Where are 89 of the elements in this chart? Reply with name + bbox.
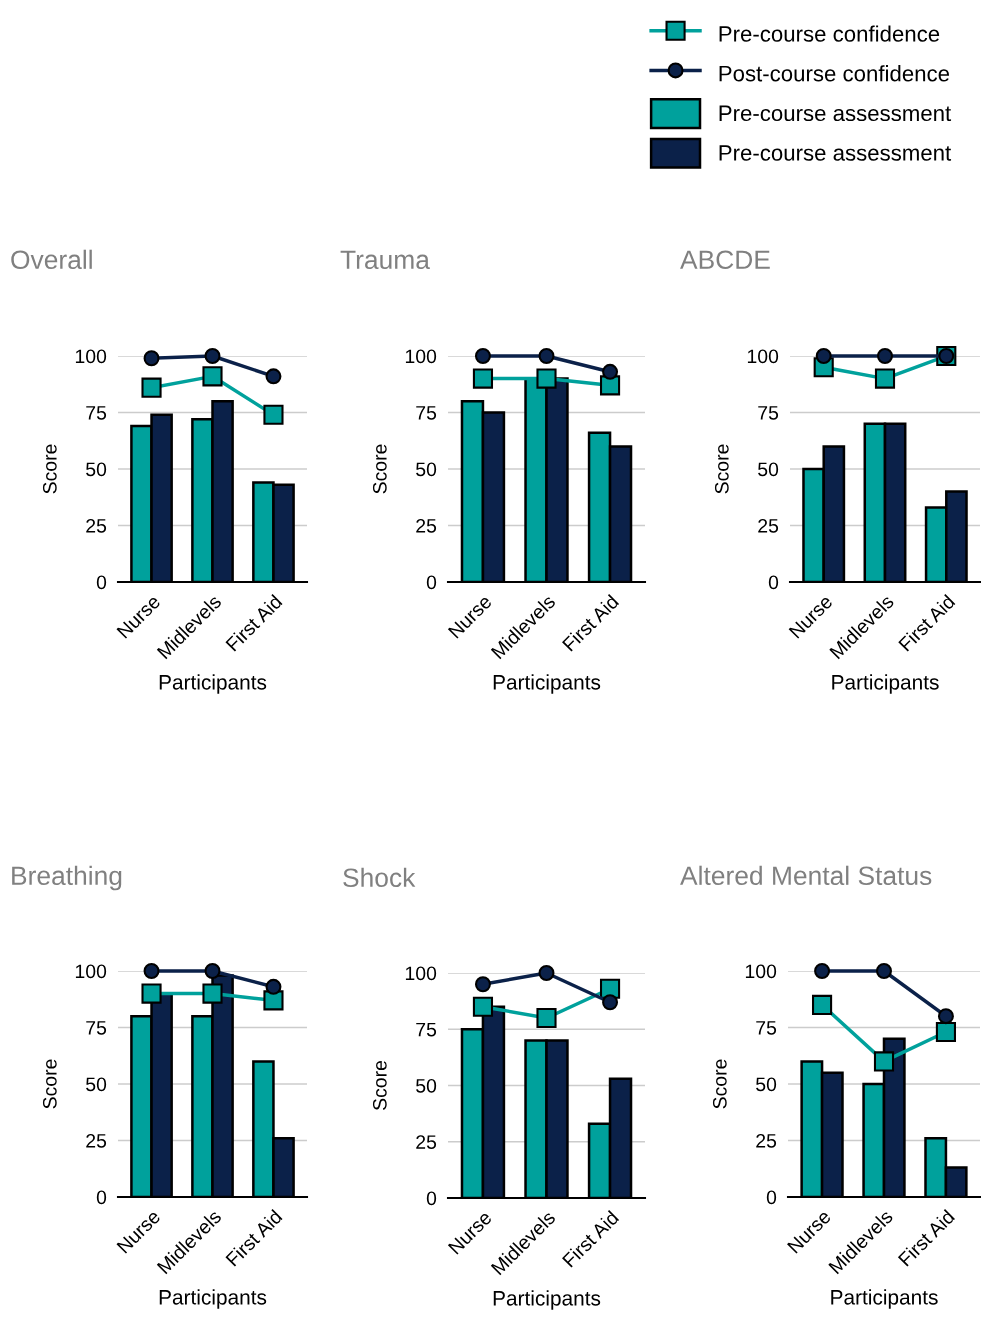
point (141, 377, 162, 398)
y-tick-label: 75 (416, 1022, 437, 1037)
point (141, 983, 162, 1004)
y-tick-label: 0 (426, 1191, 437, 1206)
y-tick-label: 50 (416, 1078, 437, 1093)
x-tick-label: First Aid (561, 594, 620, 652)
point (874, 368, 896, 389)
point (143, 350, 160, 367)
point (265, 978, 282, 995)
point (815, 348, 832, 364)
point (143, 963, 160, 979)
y-axis-title: Score (372, 444, 387, 494)
point (602, 363, 619, 380)
point (204, 963, 221, 979)
y-tick-label: 75 (416, 406, 437, 420)
x-axis-title: Participants (493, 674, 601, 694)
y-axis-title: Score (42, 444, 57, 494)
point (536, 1007, 557, 1029)
point (472, 368, 494, 389)
y-tick-label: 100 (745, 964, 777, 979)
point (263, 404, 284, 425)
point (877, 348, 893, 364)
point (602, 994, 619, 1011)
y-tick-label: 75 (86, 406, 107, 420)
x-tick-label: First Aid (224, 1209, 283, 1267)
legend-label: Pre-course assessment (719, 145, 952, 161)
y-tick-label: 25 (758, 518, 779, 533)
chart-title: Breathing (12, 865, 122, 891)
y-tick-label: 75 (756, 1021, 777, 1035)
y-tick-label: 25 (416, 518, 437, 533)
legend-label: Pre-course assessment (719, 105, 952, 122)
x-axis-title: Participants (831, 1289, 938, 1309)
x-axis-title: Participants (493, 1290, 601, 1310)
y-tick-label: 0 (768, 575, 779, 590)
y-axis-title: Score (714, 444, 729, 494)
y-tick-label: 25 (756, 1133, 777, 1148)
x-axis-title: Participants (159, 1289, 267, 1309)
point (812, 994, 833, 1015)
point (538, 348, 555, 364)
point (202, 366, 223, 387)
point (204, 348, 221, 364)
y-tick-label: 0 (766, 1190, 777, 1205)
y-tick-label: 0 (96, 575, 107, 590)
y-tick-label: 25 (86, 518, 107, 533)
y-tick-label: 25 (416, 1135, 437, 1149)
point (202, 983, 223, 1004)
chart-title: ABCDE (680, 250, 770, 270)
y-tick-label: 100 (75, 964, 107, 979)
point (873, 1051, 895, 1072)
point (263, 990, 284, 1011)
point (814, 963, 831, 979)
y-tick-label: 75 (758, 406, 779, 420)
chart-title: Altered Mental Status (680, 865, 932, 886)
y-tick-label: 75 (86, 1021, 107, 1035)
legend-label: Pre-course confidence (719, 25, 940, 42)
legend-label: Post-course confidence (719, 65, 950, 82)
y-tick-label: 100 (747, 349, 779, 364)
chart-title: Overall (11, 249, 92, 270)
y-tick-label: 50 (758, 462, 779, 477)
point (937, 1008, 954, 1025)
point (876, 963, 892, 979)
point (536, 368, 557, 389)
point (265, 368, 282, 385)
y-tick-label: 50 (756, 1077, 777, 1092)
point (538, 965, 555, 981)
x-axis-title: Participants (832, 674, 939, 694)
y-axis-title: Score (42, 1059, 57, 1109)
y-tick-label: 0 (426, 575, 437, 590)
x-tick-label: First Aid (224, 594, 283, 652)
y-tick-label: 50 (416, 462, 437, 477)
y-tick-label: 50 (86, 1077, 107, 1092)
y-tick-label: 100 (405, 966, 437, 981)
x-tick-label: First Aid (561, 1210, 620, 1268)
y-tick-label: 0 (96, 1190, 107, 1205)
point (935, 1021, 956, 1043)
y-tick-label: 100 (405, 349, 437, 364)
chart-title: Trauma (340, 250, 430, 270)
point (474, 976, 491, 993)
y-tick-label: 50 (86, 462, 107, 477)
y-tick-label: 100 (75, 349, 107, 364)
y-axis-title: Score (712, 1059, 727, 1109)
y-tick-label: 25 (86, 1133, 107, 1148)
chart-title: Shock (343, 867, 416, 888)
point (474, 348, 491, 364)
x-axis-title: Participants (159, 674, 267, 694)
point (472, 996, 494, 1017)
x-tick-label: First Aid (897, 594, 956, 652)
y-axis-title: Score (372, 1060, 387, 1111)
x-tick-label: First Aid (897, 1209, 956, 1267)
